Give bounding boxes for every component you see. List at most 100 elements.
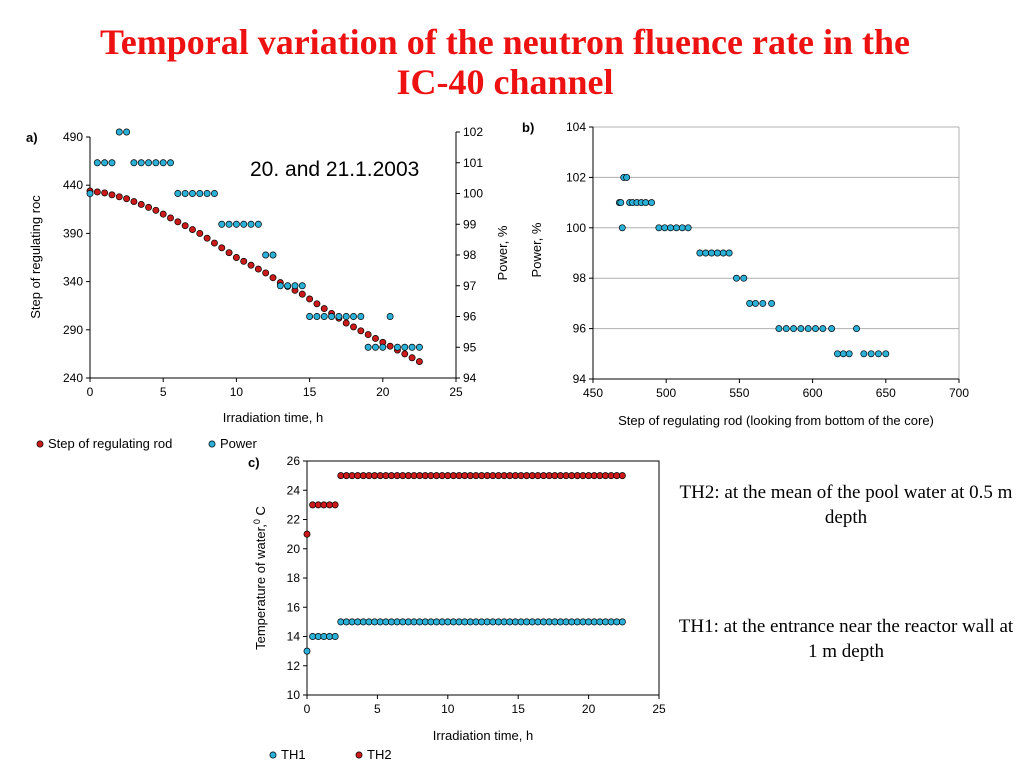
chart-b-point (759, 299, 767, 307)
chart-c-th2-point (461, 472, 469, 480)
chart-a-power-point (210, 190, 218, 197)
chart-c-th1-point (303, 647, 311, 655)
chart-b-point (678, 224, 686, 232)
chart-c-th2-point (427, 472, 435, 480)
chart-a-rod-point (262, 269, 270, 277)
chart-b-point (740, 274, 748, 282)
chart-a-power-point (203, 190, 211, 197)
chart-a-rod-point (167, 214, 174, 222)
chart-a-right-y-tick-label: 97 (463, 279, 477, 293)
chart-a-power-point (218, 220, 226, 228)
chart-c-th2-point (404, 472, 412, 480)
chart-c-th1-point (331, 633, 339, 640)
chart-a-rod-point (232, 254, 240, 261)
chart-c-th2-point (320, 501, 328, 509)
chart-a-power-point (181, 190, 189, 197)
chart-b-panel-label: b) (522, 120, 534, 135)
chart-a-right-y-tick-label: 101 (463, 156, 483, 170)
chart-c-th1-point (444, 618, 452, 626)
chart-c-y-tick-label: 18 (287, 571, 301, 585)
chart-b-x-label: Step of regulating rod (looking from bot… (618, 413, 934, 428)
chart-c-th1-point (579, 618, 587, 626)
chart-c-x-tick-label: 15 (512, 702, 526, 716)
chart-b-y-tick-label: 98 (573, 271, 587, 285)
chart-a-rod-point (130, 198, 138, 206)
chart-c-th1-point (568, 618, 576, 626)
chart-a-legend-marker-rod (36, 440, 44, 448)
chart-b-point (782, 325, 790, 333)
chart-c-th1-point (495, 618, 502, 626)
chart-c-th1-point (399, 618, 407, 626)
chart-a-rod-point (152, 206, 160, 214)
chart-a-rod-point (189, 226, 196, 233)
chart-a-legend-label-power: Power (220, 436, 258, 451)
chart-a-power-point (269, 251, 277, 259)
chart-a-y-tick-label: 340 (63, 275, 83, 289)
chart-a-power-point (372, 343, 379, 351)
chart-c-th2-point (545, 472, 553, 480)
chart-c-th2-point (472, 472, 480, 480)
chart-c-th2-point (303, 530, 311, 538)
chart-c-th1-point (534, 618, 542, 626)
chart-c-th2-point (342, 472, 350, 480)
chart-c-th1-point (573, 618, 581, 626)
chart-b-point (648, 199, 656, 207)
chart-a-rod-point (145, 203, 153, 211)
chart-c-th1-point (461, 618, 469, 626)
chart-b-point (775, 325, 783, 333)
chart-a-rod-point (364, 331, 372, 339)
chart-a-power-point (247, 220, 255, 228)
chart-a-power-point (159, 159, 167, 167)
chart-a-rod-point (174, 218, 182, 226)
chart-a-rod-point (101, 189, 109, 197)
chart-c-th1-point (427, 618, 435, 626)
chart-a-power-point (167, 159, 174, 167)
chart-a-y-tick-label: 440 (63, 178, 83, 192)
chart-a-rod-point (159, 210, 167, 218)
chart-c-th2-point (359, 472, 367, 480)
chart-c-th1-point (455, 618, 463, 626)
chart-b-y-label: Power, % (529, 222, 544, 277)
chart-b-point (684, 224, 692, 232)
chart-b-point (655, 224, 663, 232)
chart-a-legend-label-rod: Step of regulating rod (48, 436, 172, 451)
chart-c-th1-point (449, 618, 457, 626)
chart-b-point (812, 325, 819, 333)
chart-b-point (882, 350, 890, 358)
chart-c-th1-point (382, 618, 390, 626)
chart-c-th1-point (438, 618, 446, 626)
chart-a-right-y-tick-label: 100 (463, 187, 483, 201)
chart-a-power-point (306, 313, 314, 320)
chart-b-x-tick-label: 600 (803, 386, 823, 400)
chart-c-th1-point (348, 618, 356, 626)
chart-a-power-point (357, 313, 365, 320)
chart-b-point (853, 325, 860, 333)
slide-title-line1: Temporal variation of the neutron fluenc… (100, 22, 910, 62)
chart-a-power-point (415, 343, 423, 351)
chart-a-x-label: Irradiation time, h (223, 410, 323, 425)
chart-b-point (819, 325, 827, 333)
chart-c-y-tick-label: 22 (287, 513, 301, 527)
chart-b-point (733, 274, 740, 282)
chart-b-x-tick-label: 700 (949, 386, 969, 400)
chart-a-rod-point (401, 350, 409, 358)
chart-a-power-point (145, 159, 153, 167)
chart-a-rod-point (320, 305, 328, 313)
chart-a-rod-point (342, 319, 350, 327)
chart-c-th2-point (483, 472, 491, 480)
chart-b-point (839, 350, 847, 358)
chart-c-th2-point (438, 472, 446, 480)
chart-a-rod-point (218, 244, 226, 252)
chart-c-legend-marker-th2 (355, 751, 363, 759)
chart-c-th1-point (309, 633, 317, 640)
chart-c-th2-point (421, 472, 429, 480)
chart-a-power-point (379, 343, 387, 351)
chart-a-rod-point (247, 261, 255, 269)
chart-a-rod-point (408, 354, 416, 362)
chart-a-power-point (123, 128, 131, 136)
chart-a-power-point (284, 282, 292, 290)
chart-b-point (725, 249, 733, 257)
chart-c-th2-point (517, 472, 525, 480)
chart-c-th2-point (337, 472, 345, 480)
